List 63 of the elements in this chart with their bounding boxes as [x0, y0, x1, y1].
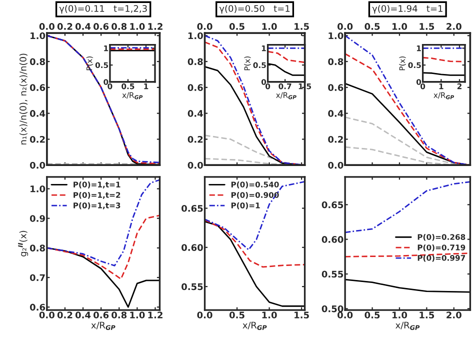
y-tick-label: 0.0 [30, 162, 46, 169]
x-tick-label: 0.5 [364, 312, 380, 318]
y-tick-label: 0.9 [30, 215, 45, 222]
x2-tick-label: 0.8 [112, 23, 127, 30]
y-tick-label: 0.65 [322, 201, 344, 208]
chart-title: γ(0)=0.50 t=1 [219, 4, 290, 14]
y-tick-label: 0.8 [30, 58, 45, 66]
y-tick-label: 0.8 [188, 58, 203, 66]
y-tick-label: 0.50 [322, 305, 344, 312]
y-tick-label: 0.4 [188, 110, 203, 117]
y-tick-label: 0.4 [328, 110, 344, 117]
y-tick-label: 0.60 [182, 244, 203, 251]
x2-tick-label: 0.0 [197, 23, 212, 30]
x-tick-label: 1.5 [420, 312, 434, 318]
y-tick-label: 0.55 [182, 283, 203, 290]
y-tick-label: 0.7 [30, 274, 45, 282]
x-tick-label: 0.5 [229, 312, 244, 318]
y-tick-label: 1.0 [30, 185, 46, 192]
y-tick-label: 1.0 [328, 32, 344, 40]
x2-tick-label: 0.0 [338, 23, 353, 30]
y-tick-label: 0.0 [328, 162, 344, 169]
x2-tick-label: 0.0 [39, 23, 54, 30]
x-tick-label: 0.4 [75, 312, 91, 318]
x2-tick-label: 0.5 [229, 23, 244, 30]
x2-tick-label: 0.2 [57, 23, 72, 30]
y-tick-label: 0.2 [328, 136, 343, 143]
x-tick-label: 0.8 [112, 312, 127, 318]
x-tick-label: 1.0 [392, 312, 408, 318]
chart-title: γ(0)=0.11 t=1,2,3 [59, 4, 147, 14]
x-tick-label: 0.0 [197, 312, 212, 318]
y-tick-label: 0.8 [328, 58, 344, 66]
x2-tick-label: 0.5 [364, 23, 380, 30]
x2-tick-label: 1.0 [130, 23, 145, 30]
y-tick-label: 0.8 [30, 244, 45, 252]
y-tick-label: 0.60 [322, 236, 344, 243]
x-axis-title: x/R$_{GP}$ [242, 322, 267, 330]
chart-title: γ(0)=1.94 t=1 [372, 4, 442, 14]
x-axis-title: x/R$_{GP}$ [396, 322, 420, 330]
x2-tick-label: 1.0 [392, 23, 408, 30]
y-tick-label: 0.65 [182, 204, 203, 212]
x2-tick-label: 0.4 [75, 23, 91, 30]
y-tick-label: 0.6 [30, 304, 46, 311]
x2-tick-label: 2.0 [446, 23, 462, 30]
y-tick-label: 0.0 [188, 162, 203, 169]
x-tick-label: 0.0 [338, 312, 353, 318]
y-axis-title: g₂$^{II}$(x) [18, 230, 28, 256]
x-tick-label: 1.5 [294, 312, 309, 318]
y-tick-label: 1.0 [188, 32, 203, 40]
x2-tick-label: 1.2 [148, 23, 162, 30]
y-tick-label: 0.2 [30, 136, 45, 143]
y-tick-label: 0.55 [322, 270, 344, 278]
x2-tick-label: 1.5 [420, 23, 434, 30]
y-tick-label: 1.0 [30, 32, 46, 40]
x-tick-label: 1.0 [130, 312, 145, 318]
x-tick-label: 2.0 [446, 312, 462, 318]
x2-tick-label: 1.5 [294, 23, 309, 30]
x-tick-label: 1.2 [148, 312, 162, 318]
x-tick-label: 0.0 [39, 312, 54, 318]
y-axis-title: n₁(x)/n(0), n₂(x)/n(0) [19, 54, 28, 144]
x-tick-label: 0.2 [57, 312, 72, 318]
y-tick-label: 0.2 [188, 136, 203, 143]
x-axis-title: x/R$_{GP}$ [91, 322, 116, 330]
y-tick-label: 0.4 [30, 110, 46, 117]
